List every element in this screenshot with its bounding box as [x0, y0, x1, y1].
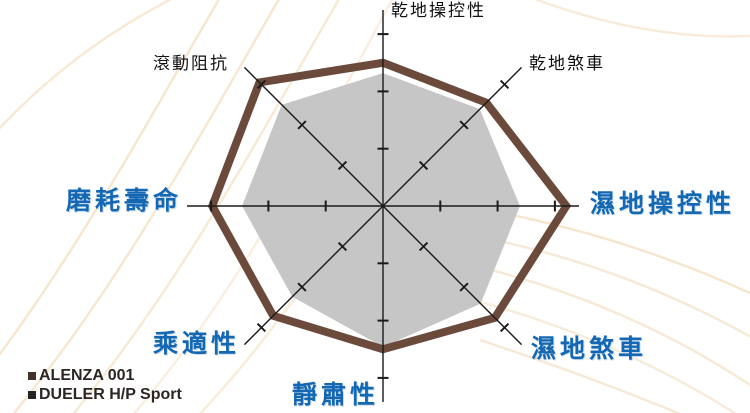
axis-tick [256, 79, 267, 90]
radar-axis-7 [243, 66, 384, 207]
axis-tick [499, 322, 510, 333]
legend-label-dueler: DUELER H/P Sport [39, 385, 182, 403]
axis-tick [337, 160, 348, 171]
axis-tick [297, 120, 307, 130]
legend-item-dueler: DUELER H/P Sport [28, 385, 182, 404]
axis-label-rolling-resistance: 滾動阻抗 [153, 54, 229, 73]
axis-label-dry-handling: 乾地操控性 [391, 1, 486, 20]
legend-item-alenza: ALENZA 001 [28, 366, 182, 385]
legend: ALENZA 001 DUELER H/P Sport [28, 366, 182, 404]
legend-marker-alenza-icon [28, 371, 36, 380]
legend-label-alenza: ALENZA 001 [39, 366, 135, 384]
axis-label-wear-life: 磨耗壽命 [66, 187, 183, 215]
axis-label-quietness: 靜肅性 [292, 381, 380, 409]
axis-tick [256, 322, 267, 333]
axis-tick [418, 241, 429, 252]
axis-label-dry-braking: 乾地煞車 [529, 54, 605, 73]
axis-tick [459, 120, 469, 130]
legend-marker-dueler-icon [28, 390, 36, 399]
axis-label-ride-comfort: 乘適性 [153, 330, 241, 358]
axis-tick [499, 79, 510, 90]
axis-tick [418, 160, 429, 171]
axis-label-wet-handling: 濕地操控性 [590, 190, 736, 218]
series-polygon-dueler-h-p-sport [242, 73, 520, 347]
radar-axis-5 [243, 205, 384, 346]
radar-axis-1 [382, 66, 523, 207]
axis-tick [297, 282, 307, 292]
axis-label-wet-braking: 濕地煞車 [531, 335, 648, 363]
axis-tick [337, 241, 348, 252]
radar-axis-3 [382, 205, 523, 346]
axis-tick [459, 282, 469, 292]
